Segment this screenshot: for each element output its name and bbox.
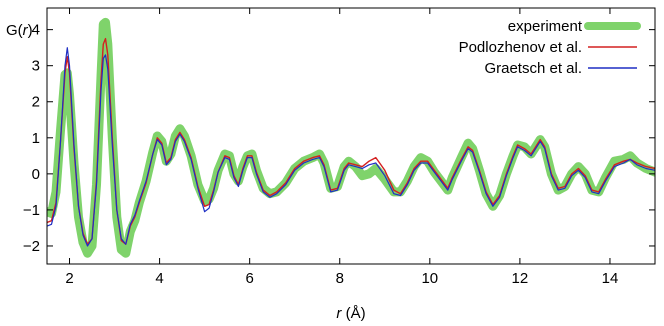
y-tick-label: −2 bbox=[23, 238, 40, 255]
x-tick-label: 6 bbox=[245, 270, 253, 287]
x-tick-label: 14 bbox=[602, 270, 619, 287]
x-tick-label: 4 bbox=[155, 270, 163, 287]
y-tick-label: 3 bbox=[32, 58, 40, 75]
y-tick-label: −1 bbox=[23, 202, 40, 219]
y-tick-label: 4 bbox=[32, 22, 40, 39]
x-tick-label: 10 bbox=[421, 270, 438, 287]
x-tick-label: 8 bbox=[336, 270, 344, 287]
series-line-3 bbox=[47, 47, 655, 247]
x-axis-label-unit: (Å) bbox=[341, 305, 365, 322]
x-axis-label: r (Å) bbox=[336, 305, 365, 322]
y-axis-label-variable: r bbox=[23, 22, 29, 39]
series-layer bbox=[47, 17, 655, 258]
x-tick-label: 2 bbox=[65, 270, 73, 287]
x-tick-label: 12 bbox=[512, 270, 529, 287]
legend-label: experiment bbox=[508, 18, 583, 35]
y-tick-label: 1 bbox=[32, 130, 40, 147]
plot-frame bbox=[46, 7, 656, 265]
y-axis-label-prefix: G( bbox=[6, 22, 23, 39]
legend-label: Graetsch et al. bbox=[484, 60, 582, 77]
series-line-1 bbox=[47, 17, 655, 258]
y-axis-label: G(r) bbox=[6, 22, 33, 39]
legend-label: Podlozhenov et al. bbox=[459, 39, 582, 56]
x-axis-label-variable: r bbox=[336, 305, 342, 322]
y-axis-label-suffix: ) bbox=[28, 22, 33, 39]
legend: experiment Podlozhenov et al. Graetsch et … bbox=[459, 18, 641, 77]
y-tick-label: 2 bbox=[32, 94, 40, 111]
y-tick-label: 0 bbox=[32, 166, 40, 183]
